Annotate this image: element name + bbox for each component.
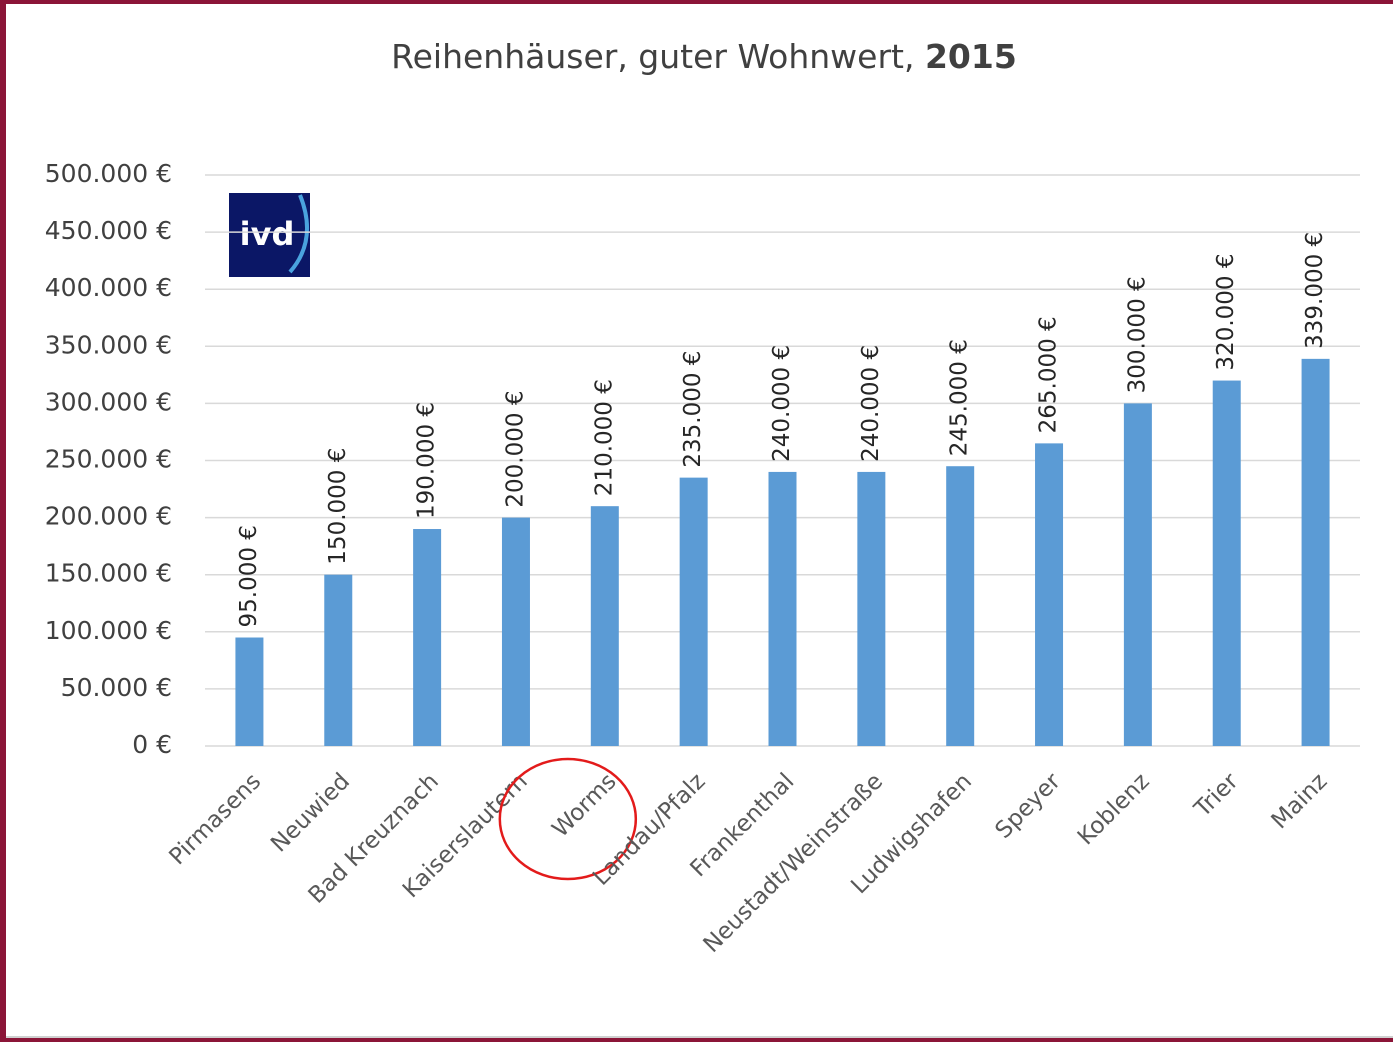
- y-tick-label: 500.000 €: [45, 159, 172, 188]
- bar: [413, 529, 442, 746]
- value-label: 190.000 €: [414, 402, 440, 519]
- bar: [857, 471, 886, 746]
- value-label: 265.000 €: [1036, 316, 1062, 433]
- value-label: 150.000 €: [325, 448, 351, 565]
- value-label: 320.000 €: [1213, 253, 1239, 370]
- bar: [1301, 358, 1330, 746]
- chart-title: Reihenhäuser, guter Wohnwert, 2015: [391, 37, 1017, 76]
- y-tick-label: 50.000 €: [61, 673, 172, 702]
- bar: [501, 517, 530, 746]
- y-tick-label: 150.000 €: [45, 559, 172, 588]
- y-tick-label: 250.000 €: [45, 445, 172, 474]
- bar: [946, 466, 975, 746]
- logo-text: ivd: [240, 215, 295, 253]
- y-tick-label: 200.000 €: [45, 502, 172, 531]
- bar: [1035, 443, 1064, 746]
- bar: [679, 477, 708, 746]
- bar: [1123, 403, 1152, 746]
- y-tick-label: 0 €: [132, 730, 172, 759]
- bar: [324, 574, 353, 746]
- value-label: 240.000 €: [858, 345, 884, 462]
- y-tick-label: 100.000 €: [45, 616, 172, 645]
- title-text: Reihenhäuser, guter Wohnwert,: [391, 37, 914, 76]
- bar: [590, 506, 619, 746]
- bar: [768, 471, 797, 746]
- y-tick-label: 300.000 €: [45, 387, 172, 416]
- highlight-circle: [498, 757, 638, 881]
- value-label: 235.000 €: [680, 351, 706, 468]
- y-tick-label: 450.000 €: [45, 216, 172, 245]
- title-year: 2015: [925, 37, 1017, 76]
- value-label: 210.000 €: [591, 379, 617, 496]
- value-label: 300.000 €: [1124, 276, 1150, 393]
- value-label: 339.000 €: [1302, 232, 1328, 349]
- value-label: 200.000 €: [502, 391, 528, 508]
- y-tick-label: 400.000 €: [45, 273, 172, 302]
- logo: ivd: [229, 193, 310, 277]
- value-label: 245.000 €: [947, 339, 973, 456]
- value-label: 240.000 €: [769, 345, 795, 462]
- bar: [1212, 380, 1241, 746]
- value-label: 95.000 €: [236, 525, 262, 627]
- bar: [235, 637, 264, 746]
- logo-swoosh: [288, 194, 310, 274]
- y-tick-label: 350.000 €: [45, 330, 172, 359]
